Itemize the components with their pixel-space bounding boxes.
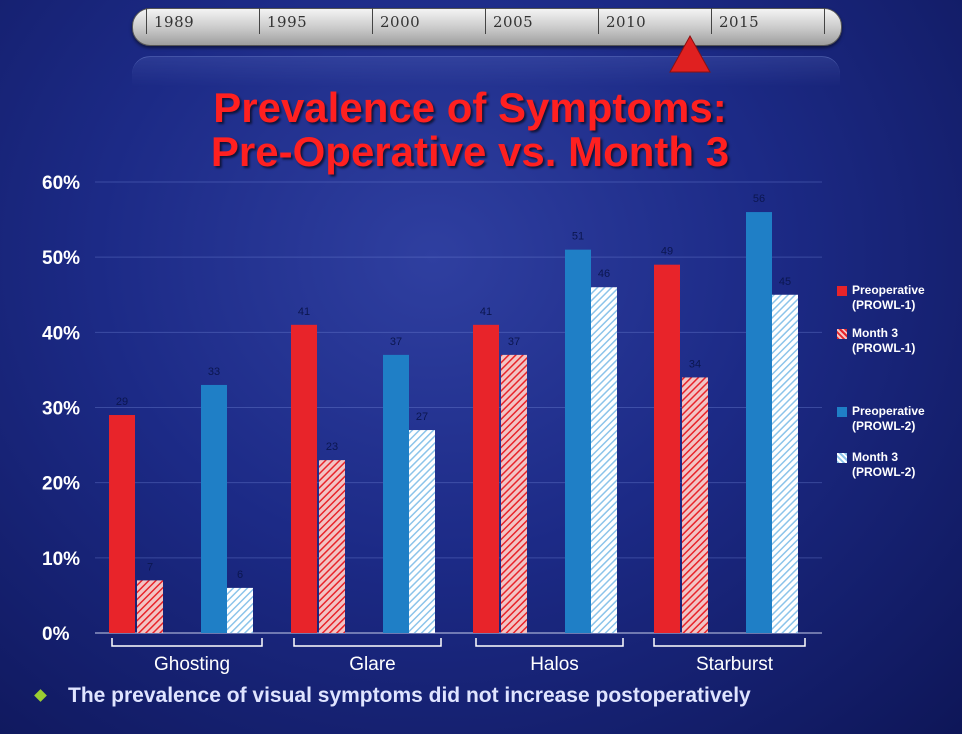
category-bracket: [653, 638, 806, 647]
bar-starburst-series-1: [654, 264, 680, 633]
timeline-tick: [824, 8, 825, 34]
y-tick-label: 10%: [42, 549, 80, 570]
bar-value-label: 29: [116, 396, 128, 408]
bar-value-label: 49: [661, 246, 673, 258]
x-category-label: Halos: [530, 654, 579, 675]
bar-value-label: 46: [598, 268, 610, 280]
timeline-year-2015: 2015: [719, 13, 760, 31]
y-tick-label: 50%: [42, 248, 80, 269]
y-tick-label: 0%: [42, 624, 70, 645]
y-tick-label: 40%: [42, 323, 80, 344]
bar-ghosting-series-4: [227, 587, 253, 633]
legend-label: Month 3 (PROWL-2): [852, 450, 916, 479]
bar-value-label: 27: [416, 411, 428, 423]
bar-glare-series-4: [409, 430, 435, 633]
timeline-bar: [132, 8, 842, 46]
bar-starburst-series-4: [772, 294, 798, 633]
timeline-tick: [259, 8, 260, 34]
legend-label: Preoperative (PROWL-2): [852, 404, 925, 433]
legend-label: Month 3 (PROWL-1): [852, 326, 916, 355]
legend-swatch: [837, 329, 847, 339]
bar-halos-series-2: [501, 354, 527, 633]
category-bracket: [111, 638, 263, 647]
bar-starburst-series-2: [682, 377, 708, 633]
bar-ghosting-series-1: [109, 415, 135, 633]
timeline-year-2005: 2005: [493, 13, 534, 31]
legend-label: Preoperative (PROWL-1): [852, 283, 925, 312]
timeline-tick: [711, 8, 712, 34]
y-tick-label: 20%: [42, 474, 80, 495]
title-line-2: Pre-Operative vs. Month 3: [210, 128, 730, 175]
bar-ghosting-series-3: [201, 384, 227, 633]
timeline-tick: [598, 8, 599, 34]
bar-value-label: 51: [572, 231, 584, 243]
bar-value-label: 6: [237, 569, 243, 581]
bar-value-label: 33: [208, 366, 220, 378]
timeline-tick: [485, 8, 486, 34]
bar-starburst-series-3: [746, 212, 772, 634]
timeline-year-1989: 1989: [154, 13, 195, 31]
timeline-reflection: [132, 56, 840, 87]
timeline-year-1995: 1995: [267, 13, 308, 31]
timeline-marker-icon: [669, 34, 711, 73]
y-tick-label: 60%: [42, 173, 80, 194]
title-line-1: Prevalence of Symptoms:: [213, 84, 727, 131]
footnote-text: The prevalence of visual symptoms did no…: [68, 684, 751, 707]
bar-value-label: 41: [298, 306, 310, 318]
bar-value-label: 41: [480, 306, 492, 318]
bar-value-label: 45: [779, 276, 791, 288]
timeline-tick: [372, 8, 373, 34]
legend-swatch: [837, 407, 847, 417]
bar-value-label: 34: [689, 358, 701, 370]
bar-value-label: 56: [753, 193, 765, 205]
category-bracket: [293, 638, 442, 647]
bar-value-label: 7: [147, 561, 153, 573]
category-bracket: [475, 638, 624, 647]
timeline-year-2010: 2010: [606, 13, 647, 31]
legend-swatch: [837, 286, 847, 296]
bar-value-label: 37: [508, 336, 520, 348]
bar-value-label: 37: [390, 336, 402, 348]
bar-halos-series-4: [591, 287, 617, 633]
bar-halos-series-3: [565, 249, 591, 633]
legend-swatch: [837, 453, 847, 463]
bar-glare-series-1: [291, 324, 317, 633]
bar-halos-series-1: [473, 324, 499, 633]
x-category-label: Starburst: [696, 654, 774, 675]
slide-title: Prevalence of Symptoms: Pre-Operative vs…: [150, 86, 790, 174]
bar-glare-series-3: [383, 354, 409, 633]
timeline-tick: [146, 8, 147, 34]
y-tick-label: 30%: [42, 399, 80, 420]
bar-glare-series-2: [319, 460, 345, 633]
x-category-label: Glare: [349, 654, 395, 675]
bar-value-label: 23: [326, 441, 338, 453]
bar-ghosting-series-2: [137, 580, 163, 633]
timeline-year-2000: 2000: [380, 13, 421, 31]
x-category-label: Ghosting: [154, 654, 230, 675]
